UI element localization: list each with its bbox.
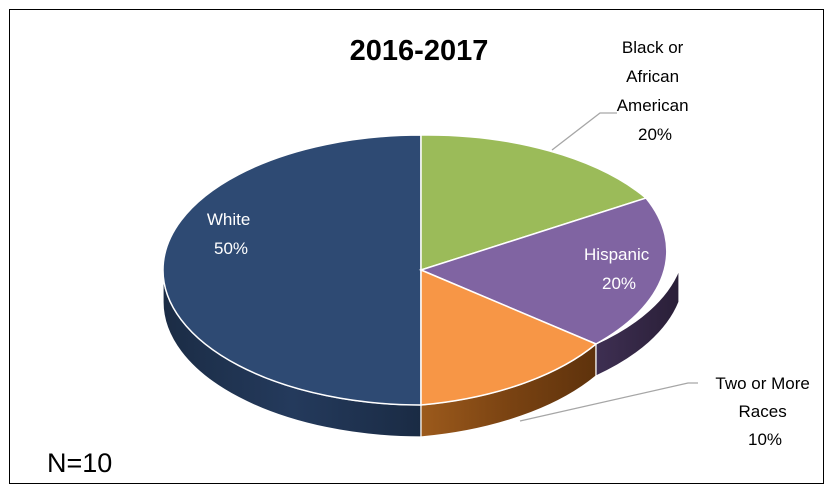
slice-hispanic	[418, 197, 668, 345]
label-hispanic: Hispanic 20%	[584, 245, 654, 293]
leader-line-two-or-more	[519, 382, 698, 422]
label-two-or-more: Two or More Races 10%	[715, 374, 814, 449]
slice-two-or-more-races	[420, 268, 598, 406]
label-black: Black or African American 20%	[617, 38, 694, 144]
label-white: White 50%	[207, 210, 255, 258]
leader-line-black	[551, 112, 617, 151]
pie-side-hispanic	[595, 269, 680, 377]
slice-white	[162, 134, 422, 406]
sample-size-label: N=10	[47, 448, 112, 478]
slice-black-or-african-american	[420, 134, 648, 272]
chart-title: 2016-2017	[350, 35, 489, 67]
